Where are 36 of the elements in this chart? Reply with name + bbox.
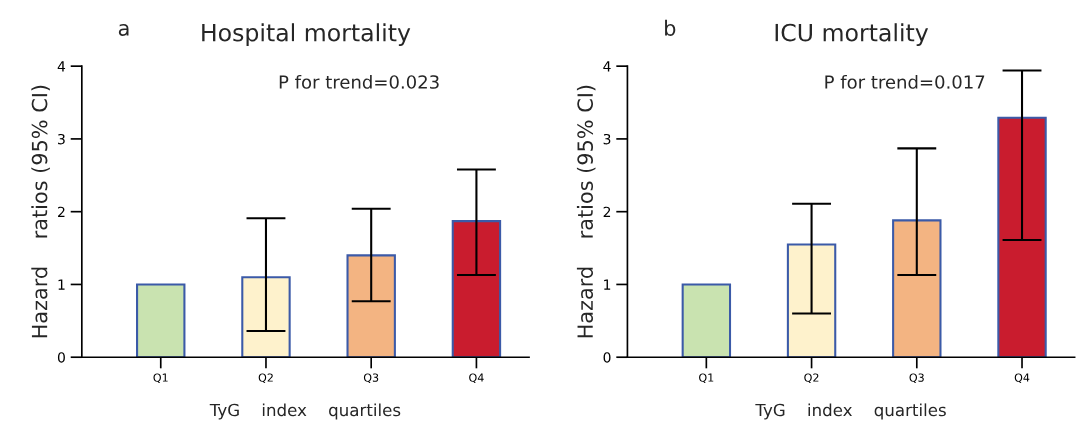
y-axis-title: Hazard ratios (95% CI) [31,85,50,338]
chart-title: ICU mortality [775,23,929,47]
bar [241,276,291,358]
annotation: P for trend=0.017 [825,74,985,89]
bar [136,283,186,358]
bar [451,220,502,358]
y-tick-label: 3 [58,133,65,145]
x-tick-label: Q4 [1014,373,1030,384]
bar [681,283,732,358]
y-tick-label: 3 [603,133,611,145]
x-tick-label: Q4 [469,373,484,384]
y-tick-label: 4 [603,61,611,72]
y-tick-label: 0 [57,352,65,363]
x-tick-label: Q1 [153,373,168,384]
x-axis-title: TyG index quartiles [755,403,946,420]
x-tick-label: Q2 [804,373,819,384]
x-tick-label: Q1 [699,373,714,384]
y-axis-title: Hazard ratios (95% CI) [576,85,596,338]
y-tick-label: 2 [58,206,65,217]
x-tick-label: Q3 [909,373,924,384]
bar [346,254,396,358]
bar [892,219,942,358]
bar [786,243,837,358]
x-tick-label: Q2 [258,373,273,384]
y-tick-label: 0 [603,352,611,363]
bar [997,116,1047,358]
annotation: P for trend=0.023 [279,74,439,89]
y-tick-label: 1 [58,279,65,290]
text: b [665,19,676,36]
chart-title: Hospital mortality [202,23,411,47]
x-axis-title: TyG index quartiles [209,403,401,420]
y-tick-label: 4 [57,61,66,72]
text: a [118,23,129,36]
y-tick-label: 2 [603,206,611,217]
x-tick-label: Q3 [363,373,379,384]
y-tick-label: 1 [604,279,611,290]
